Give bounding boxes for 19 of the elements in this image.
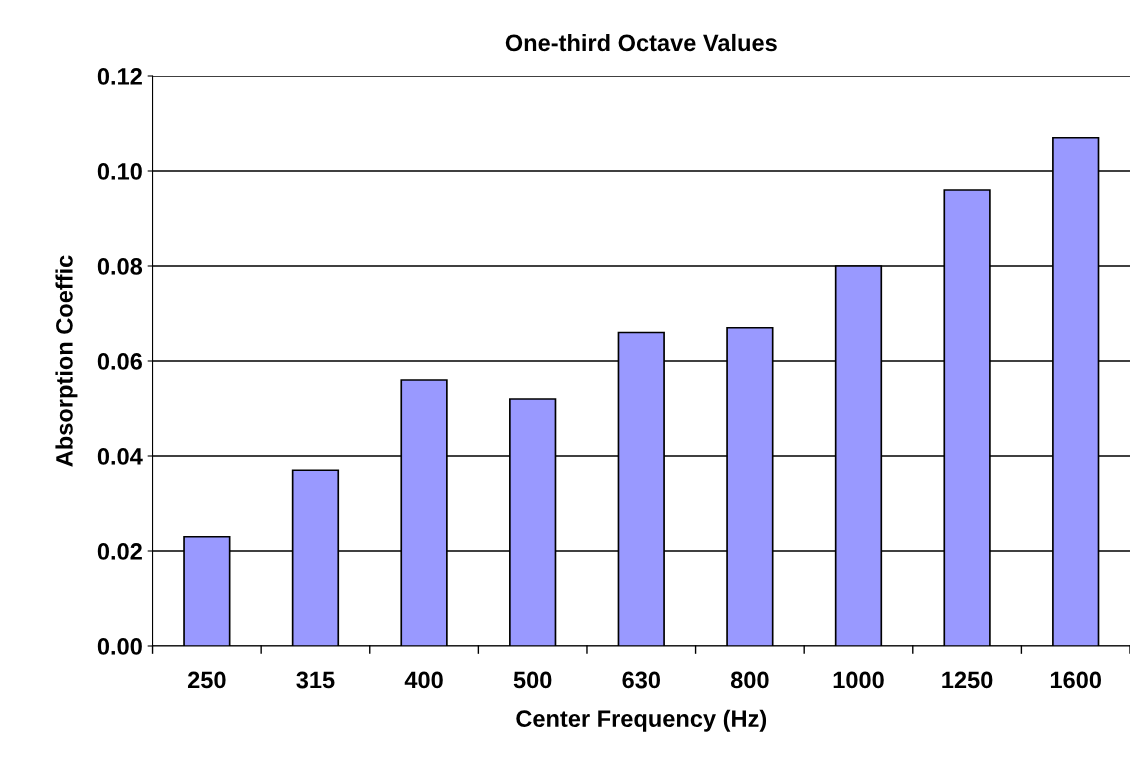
x-tick-label: 800 [730,671,769,689]
x-tick-label: 250 [187,671,226,689]
x-tick-label: 500 [513,671,552,689]
x-tick-label: 400 [404,671,443,689]
y-tick-label: 0.06 [97,353,142,370]
y-tick-label: 0.00 [97,638,142,655]
y-tick-label: 0.08 [97,258,143,275]
x-tick-label: 1250 [942,671,993,689]
x-tick-label: 630 [622,671,661,689]
x-tick-label: 315 [296,671,335,689]
x-axis-title: Center Frequency (Hz) [516,709,767,732]
y-tick-label: 0.02 [97,543,142,560]
x-tick-label: 1000 [833,671,884,689]
y-axis-title: Absorption Coeffic [55,255,78,467]
chart-title: One-third Octave Values [505,33,777,52]
y-tick-label: 0.12 [97,68,142,85]
y-tick-label: 0.04 [97,448,143,465]
x-tick-label: 1600 [1050,671,1101,689]
y-tick-label: 0.10 [97,163,142,180]
